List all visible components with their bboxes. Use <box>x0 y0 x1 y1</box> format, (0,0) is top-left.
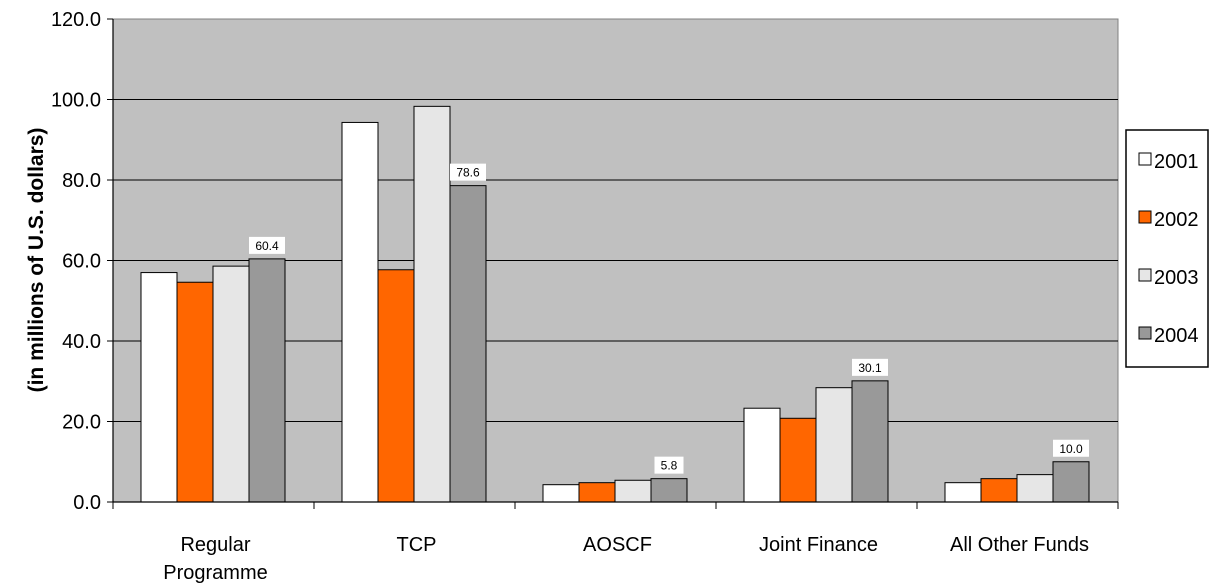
data-label-bg <box>654 456 684 474</box>
legend-label-2004: 2004 <box>1154 325 1199 347</box>
y-tick-label: 100.0 <box>51 90 101 112</box>
x-tick-labels: Regular Programme TCP AOSCF Joint Finance All… <box>163 534 1089 584</box>
data-label: 30.1 <box>852 358 888 376</box>
legend-swatch-2001 <box>1138 152 1152 166</box>
bar-2003 <box>212 265 250 503</box>
bar-2003 <box>413 105 451 503</box>
y-tick-label: 80.0 <box>62 170 101 192</box>
bar-2002 <box>980 478 1018 503</box>
data-label-bg <box>450 163 486 181</box>
bar-2002 <box>779 417 817 503</box>
x-tick-label: AOSCF <box>583 534 652 556</box>
data-labels: 60.4 78.6 5.8 30.1 10.0 <box>249 163 1089 474</box>
y-tick-label: 120.0 <box>51 9 101 31</box>
legend-label-2003: 2003 <box>1154 267 1199 289</box>
bar-2002 <box>377 269 415 503</box>
data-label-bg <box>1053 439 1089 457</box>
bars <box>140 105 1090 503</box>
y-tick-label: 20.0 <box>62 412 101 434</box>
data-label-text: 78.6 <box>456 166 480 180</box>
bar-2003 <box>1016 474 1054 503</box>
bar-2004 <box>650 478 688 503</box>
data-label: 5.8 <box>654 456 684 474</box>
bar-2003 <box>614 479 652 503</box>
data-label: 60.4 <box>249 236 285 254</box>
data-label-text: 60.4 <box>255 239 279 253</box>
x-tick-label: Joint Finance <box>759 534 878 556</box>
legend-swatch-2003 <box>1138 268 1152 282</box>
bar-2001 <box>743 407 781 503</box>
axes <box>107 18 1119 509</box>
bar-2001 <box>542 484 580 503</box>
y-tick-label: 60.0 <box>62 251 101 273</box>
y-tick-label: 0.0 <box>73 492 101 514</box>
data-label-text: 5.8 <box>661 459 678 473</box>
legend-swatch-2002 <box>1138 210 1152 224</box>
bar-2004 <box>248 258 286 503</box>
legend-swatch-2004 <box>1138 326 1152 340</box>
bar-2004 <box>1052 461 1090 503</box>
data-label: 10.0 <box>1053 439 1089 457</box>
x-tick-label: Regular <box>180 534 250 556</box>
y-tick-labels: 0.0 20.0 40.0 60.0 80.0 100.0 120.0 <box>51 9 101 514</box>
x-tick-label: All Other Funds <box>950 534 1089 556</box>
y-axis-label: (in millions of U.S. dollars) <box>25 128 48 393</box>
bar-2001 <box>341 121 379 503</box>
legend-label-2002: 2002 <box>1154 209 1199 231</box>
bar-2001 <box>944 482 982 503</box>
data-label-bg <box>249 236 285 254</box>
data-label-text: 30.1 <box>858 361 882 375</box>
bar-2004 <box>449 185 487 503</box>
x-tick-label: Programme <box>163 562 267 584</box>
y-tick-label: 40.0 <box>62 331 101 353</box>
bar-2004 <box>851 380 889 503</box>
legend: 2001 2002 2003 2004 <box>1125 129 1209 368</box>
data-label-bg <box>852 358 888 376</box>
data-label-text: 10.0 <box>1059 442 1083 456</box>
bar-2002 <box>176 281 214 503</box>
legend-label-2001: 2001 <box>1154 151 1199 173</box>
bar-2001 <box>140 272 178 503</box>
bar-2003 <box>815 387 853 503</box>
x-tick-label: TCP <box>397 534 437 556</box>
data-label: 78.6 <box>450 163 486 181</box>
bar-2002 <box>578 482 616 503</box>
